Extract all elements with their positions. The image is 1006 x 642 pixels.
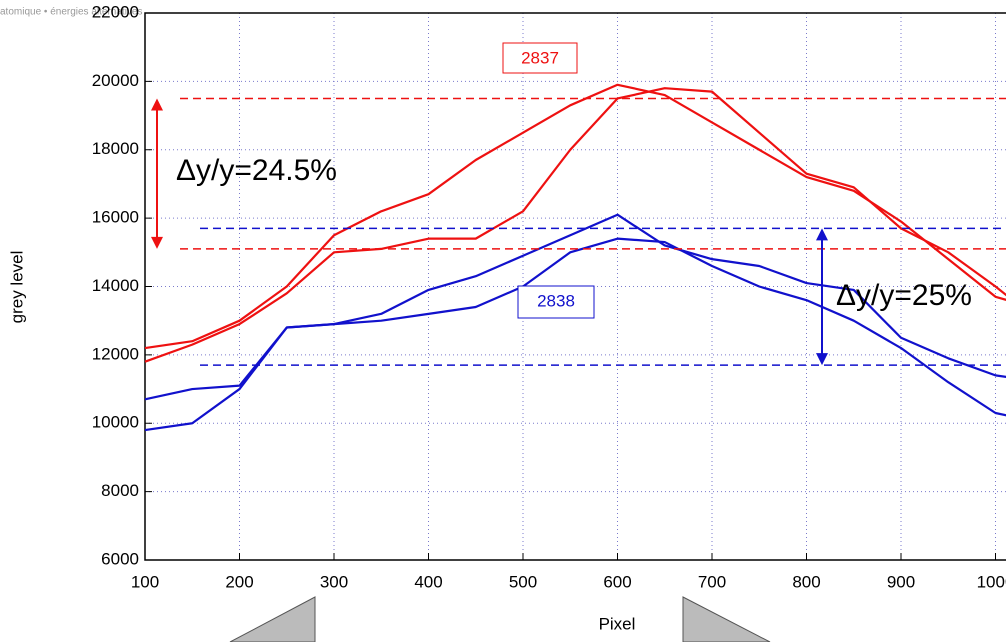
annotation: Δy/y=25% xyxy=(836,279,972,312)
x-tick-label: 600 xyxy=(603,572,631,591)
y-tick-label: 22000 xyxy=(92,2,139,21)
arrow-head xyxy=(816,353,828,366)
x-tick-label: 500 xyxy=(509,572,537,591)
annotation: Δy/y=24.5% xyxy=(176,154,337,187)
y-tick-label: 20000 xyxy=(92,71,139,90)
arrow-head xyxy=(816,228,828,241)
x-axis-label: Pixel xyxy=(599,614,636,633)
y-axis-label: grey level xyxy=(7,251,26,324)
y-tick-label: 18000 xyxy=(92,139,139,158)
x-tick-label: 300 xyxy=(320,572,348,591)
decor-triangle xyxy=(229,596,316,642)
x-tick-label: 100 xyxy=(131,572,159,591)
x-tick-label: 700 xyxy=(698,572,726,591)
annotation: 2837 xyxy=(521,48,559,67)
x-tick-label: 200 xyxy=(225,572,253,591)
x-tick-label: 400 xyxy=(414,572,442,591)
x-tick-label: 1000 xyxy=(977,572,1006,591)
y-tick-label: 16000 xyxy=(92,208,139,227)
x-tick-label: 900 xyxy=(887,572,915,591)
series-line xyxy=(144,83,1006,350)
series-line xyxy=(144,237,1006,432)
x-tick-label: 800 xyxy=(792,572,820,591)
y-tick-label: 10000 xyxy=(92,413,139,432)
y-tick-label: 14000 xyxy=(92,276,139,295)
series-line xyxy=(144,87,1006,363)
decor-triangle xyxy=(682,596,771,642)
arrow-head xyxy=(151,98,163,111)
y-tick-label: 12000 xyxy=(92,344,139,363)
plot-frame xyxy=(144,12,1006,561)
annotation: 2838 xyxy=(537,291,575,310)
label-box xyxy=(502,42,578,74)
y-tick-label: 6000 xyxy=(101,549,139,568)
label-box xyxy=(517,285,595,319)
watermark: atomique • énergies alternatives xyxy=(0,7,142,18)
arrow-head xyxy=(151,236,163,249)
y-tick-label: 8000 xyxy=(101,481,139,500)
